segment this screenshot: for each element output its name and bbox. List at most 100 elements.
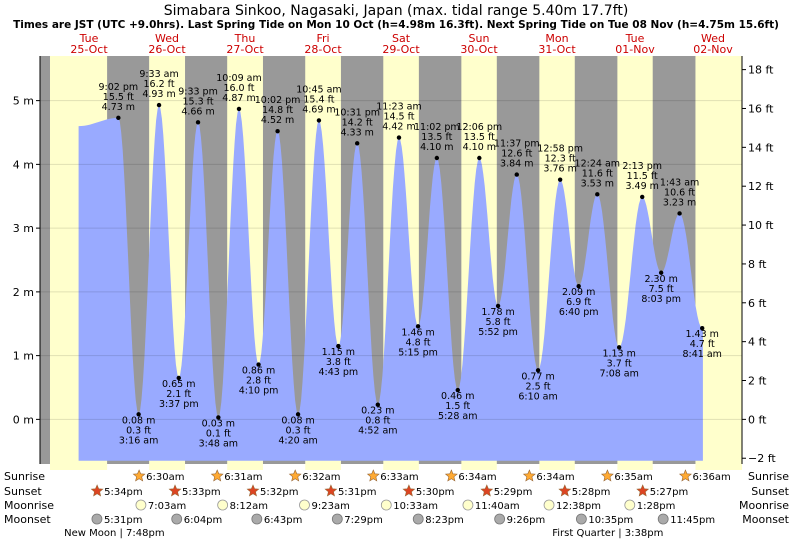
high-tide-label: 1:43 am bbox=[660, 177, 699, 188]
moonset-icon bbox=[657, 513, 669, 525]
sunset-icon bbox=[480, 484, 494, 497]
low-tide-point bbox=[375, 402, 381, 407]
high-tide-point bbox=[354, 141, 360, 146]
high-tide-label: 14.2 ft bbox=[342, 117, 373, 128]
low-tide-label: 4:20 am bbox=[278, 435, 317, 446]
moonset-time: 9:26pm bbox=[507, 515, 546, 526]
high-tide-label: 10:31 pm bbox=[334, 107, 380, 118]
right-axis-tick-label: 6 ft bbox=[748, 297, 767, 310]
high-tide-point bbox=[434, 155, 440, 161]
daylight-band-edge bbox=[383, 464, 419, 470]
day-name: Tue bbox=[625, 32, 645, 45]
high-tide-point bbox=[557, 177, 563, 182]
right-axis-tick-label: 14 ft bbox=[748, 141, 774, 154]
low-tide-label: 0.03 m bbox=[202, 418, 235, 429]
moonset-icon bbox=[331, 513, 343, 525]
high-tide-label: 11:37 pm bbox=[494, 139, 540, 150]
left-axis-tick-label: 4 m bbox=[13, 158, 34, 171]
low-tide-label: 4:52 am bbox=[358, 426, 397, 437]
low-tide-label: 4:10 pm bbox=[239, 386, 279, 397]
high-tide-point bbox=[640, 194, 645, 200]
sunset-icon bbox=[402, 484, 416, 497]
low-tide-label: 3:37 pm bbox=[159, 399, 199, 410]
high-tide-label: 12.3 ft bbox=[545, 154, 576, 165]
moonrise-time: 1:28pm bbox=[637, 501, 676, 512]
high-tide-label: 4.42 m bbox=[382, 122, 415, 133]
sunrise-time: 6:30am bbox=[146, 472, 184, 483]
daylight-band-edge bbox=[617, 464, 653, 470]
high-tide-point bbox=[677, 211, 682, 216]
high-tide-label: 11:23 am bbox=[376, 102, 421, 113]
low-tide-label: 7.5 ft bbox=[649, 284, 674, 295]
daylight-band-edge bbox=[227, 464, 263, 470]
day-name: Sun bbox=[469, 32, 490, 45]
low-tide-label: 1.43 m bbox=[685, 329, 718, 340]
low-tide-label: 6:40 pm bbox=[559, 307, 599, 318]
right-axis-tick-label: 16 ft bbox=[748, 102, 774, 115]
high-tide-label: 4.69 m bbox=[302, 104, 335, 115]
high-tide-point bbox=[477, 155, 482, 161]
low-tide-label: 0.3 ft bbox=[286, 425, 311, 436]
high-tide-label: 3.53 m bbox=[581, 178, 614, 189]
low-tide-point bbox=[658, 270, 664, 275]
daylight-band-edge bbox=[149, 464, 186, 470]
low-tide-label: 5:15 pm bbox=[398, 347, 438, 358]
low-tide-point bbox=[495, 303, 501, 309]
right-axis-tick-label: 0 ft bbox=[748, 413, 767, 426]
low-tide-label: 1.15 m bbox=[322, 347, 355, 358]
day-date: 02-Nov bbox=[693, 43, 733, 56]
low-tide-label: 3:48 am bbox=[199, 438, 238, 449]
low-tide-label: 0.86 m bbox=[242, 366, 275, 377]
sunrise-icon bbox=[132, 469, 146, 482]
moonset-icon bbox=[412, 513, 424, 525]
low-tide-point bbox=[256, 362, 261, 367]
high-tide-label: 3.84 m bbox=[500, 159, 533, 170]
left-axis-tick-label: 2 m bbox=[13, 286, 34, 299]
high-tide-label: 10:02 pm bbox=[255, 95, 301, 106]
sunrise-time: 6:31am bbox=[224, 472, 262, 483]
low-tide-label: 0.65 m bbox=[162, 379, 195, 390]
left-axis-meters: 0 m 1 m 2 m 3 m 4 m 5 m bbox=[13, 56, 41, 464]
sunrise-icon bbox=[210, 469, 224, 482]
right-axis-tick-label: 10 ft bbox=[748, 219, 774, 232]
sunrise-icon bbox=[444, 469, 458, 482]
high-tide-label: 14.8 ft bbox=[262, 105, 293, 116]
low-tide-label: 8:03 pm bbox=[641, 294, 681, 305]
right-axis-tick-label: 18 ft bbox=[748, 64, 774, 77]
low-tide-point bbox=[415, 324, 421, 329]
moonrise-icon bbox=[380, 499, 392, 511]
row-label-moonset-right: Moonset bbox=[742, 513, 789, 526]
low-tide-label: 0.08 m bbox=[122, 415, 155, 426]
moonset-time: 8:23pm bbox=[425, 515, 464, 526]
high-tide-label: 10:09 am bbox=[216, 73, 261, 84]
sunset-time: 5:33pm bbox=[182, 487, 221, 498]
low-tide-label: 4.7 ft bbox=[690, 339, 715, 350]
sunset-time: 5:34pm bbox=[104, 487, 143, 498]
high-tide-label: 11.6 ft bbox=[582, 168, 613, 179]
day-name: Mon bbox=[545, 32, 568, 45]
low-tide-label: 2.30 m bbox=[644, 274, 677, 285]
high-tide-point bbox=[514, 172, 519, 177]
low-tide-label: 6.9 ft bbox=[566, 297, 591, 308]
sunset-icon bbox=[90, 484, 104, 497]
low-tide-label: 0.1 ft bbox=[206, 428, 231, 439]
low-tide-label: 0.77 m bbox=[521, 371, 554, 382]
high-tide-label: 13.5 ft bbox=[421, 132, 452, 143]
sunset-icon bbox=[246, 484, 260, 497]
high-tide-label: 12.6 ft bbox=[501, 149, 532, 160]
low-tide-label: 1.5 ft bbox=[445, 401, 470, 412]
low-tide-point bbox=[216, 415, 221, 420]
low-tide-label: 4.8 ft bbox=[406, 337, 431, 348]
high-tide-point bbox=[316, 118, 322, 123]
chart-subtitle: Times are JST (UTC +9.0hrs). Last Spring… bbox=[13, 19, 779, 31]
sunrise-icon bbox=[600, 469, 614, 482]
high-tide-label: 12:58 pm bbox=[537, 144, 583, 155]
low-tide-label: 0.23 m bbox=[361, 406, 394, 417]
high-tide-label: 9:33 pm bbox=[178, 86, 218, 97]
daylight-band-edge bbox=[461, 464, 497, 470]
sunset-time: 5:28pm bbox=[572, 487, 611, 498]
sunrise-icon bbox=[678, 469, 692, 482]
low-tide-label: 0.46 m bbox=[441, 391, 474, 402]
moonset-icon bbox=[171, 513, 183, 525]
